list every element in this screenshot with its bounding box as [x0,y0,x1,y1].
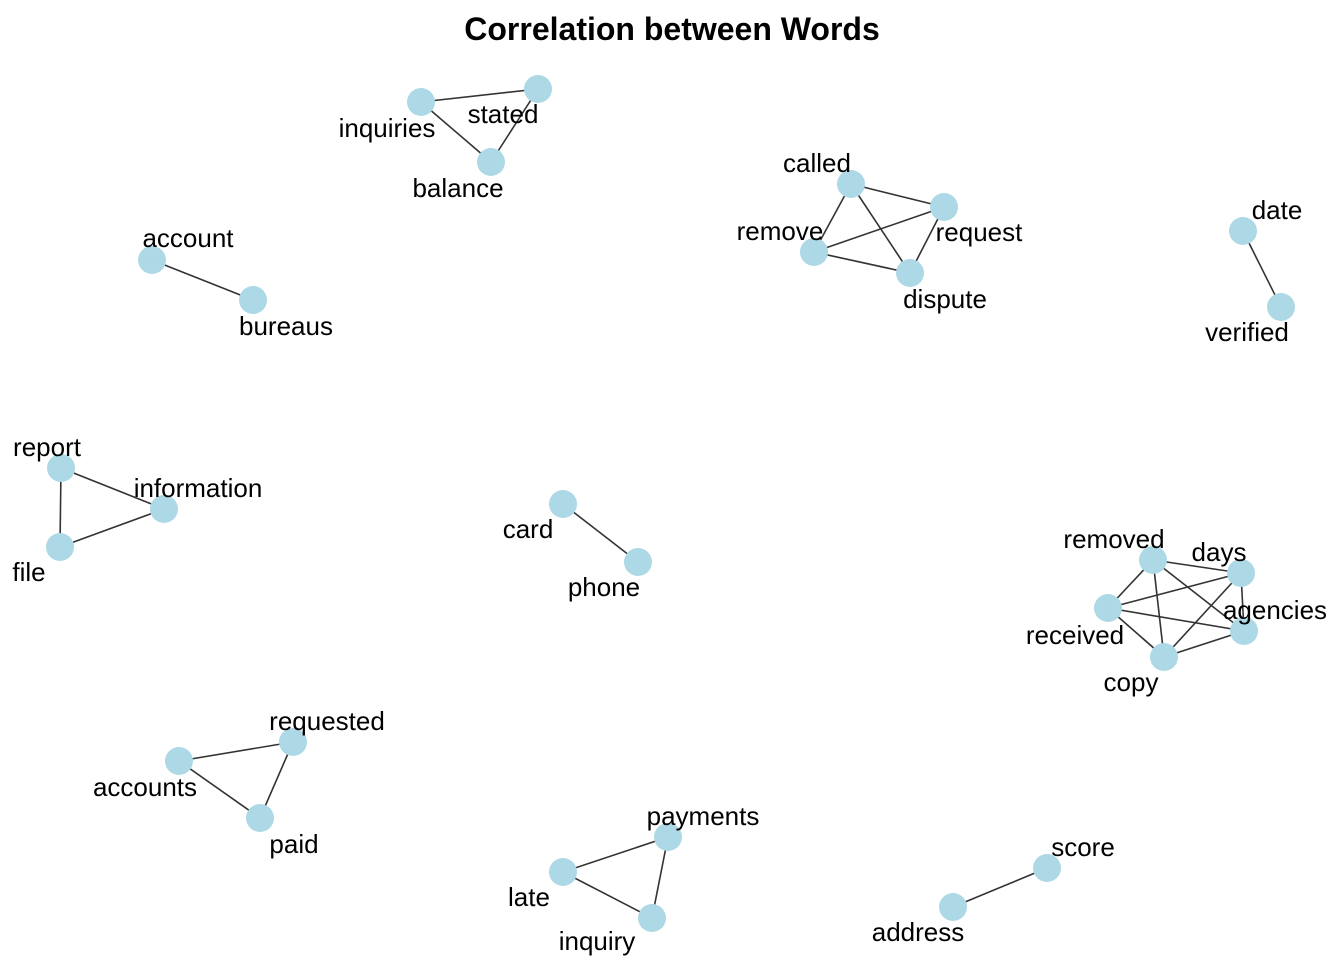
node-inquiry [638,904,666,932]
edge-removed-days [1152,559,1242,574]
node-label-requested: requested [269,706,385,736]
node-label-score: score [1051,832,1115,862]
node-label-information: information [134,473,263,503]
node-label-accounts: accounts [93,772,197,802]
edge-balance-stated [490,88,539,163]
edges-layer [59,88,1282,919]
node-label-removed: removed [1063,524,1164,554]
node-label-card: card [503,514,554,544]
edge-date-verified [1242,230,1282,308]
node-payments [654,823,682,851]
node-label-file: file [12,557,45,587]
edge-card-phone [562,503,639,563]
node-label-stated: stated [468,99,539,129]
node-paid [246,804,274,832]
edge-address-score [952,867,1048,908]
node-label-balance: balance [412,173,503,203]
node-called [837,170,865,198]
edge-received-agencies [1107,607,1245,632]
node-label-days: days [1192,537,1247,567]
node-label-date: date [1252,195,1303,225]
edge-remove-request [813,206,945,253]
chart-title: Correlation between Words [464,11,879,47]
edge-called-request [850,183,945,208]
node-label-received: received [1026,620,1124,650]
node-label-payments: payments [647,801,760,831]
node-received [1094,594,1122,622]
node-removed [1139,546,1167,574]
node-copy [1150,643,1178,671]
node-dispute [896,259,924,287]
node-label-phone: phone [568,572,640,602]
node-label-address: address [872,917,965,947]
node-phone [624,548,652,576]
node-verified [1267,293,1295,321]
node-report [47,454,75,482]
edge-days-received [1107,572,1242,609]
edge-accounts-requested [178,741,294,762]
node-label-inquiry: inquiry [559,926,636,956]
node-file [46,533,74,561]
node-label-remove: remove [737,216,824,246]
edge-removed-agencies [1152,559,1245,632]
node-days [1227,559,1255,587]
node-label-copy: copy [1104,667,1159,697]
edge-days-copy [1163,572,1242,658]
node-inquiries [407,88,435,116]
edge-agencies-copy [1163,630,1245,658]
node-label-dispute: dispute [903,284,987,314]
node-information [150,495,178,523]
node-label-late: late [508,882,550,912]
edge-inquiries-balance [420,101,492,163]
node-label-verified: verified [1205,317,1289,347]
node-agencies [1230,617,1258,645]
node-label-inquiries: inquiries [339,113,436,143]
node-score [1033,854,1061,882]
node-balance [477,148,505,176]
edge-inquiries-stated [420,88,539,103]
edge-late-payments [562,836,669,873]
edge-report-information [60,467,165,510]
node-date [1229,217,1257,245]
node-remove [800,238,828,266]
node-label-agencies: agencies [1223,595,1327,625]
node-requested [279,728,307,756]
edge-account-bureaus [151,259,254,301]
edge-late-inquiry [562,871,653,919]
node-address [939,893,967,921]
edge-file-information [59,508,165,548]
node-bureaus [239,286,267,314]
node-label-bureaus: bureaus [239,311,333,341]
edge-accounts-paid [178,760,261,819]
labels-layer: inquiries stated balance called request remov… [12,99,1327,956]
node-label-called: called [783,148,851,178]
node-account [138,246,166,274]
node-stated [524,75,552,103]
edge-remove-dispute [813,251,911,274]
edge-removed-copy [1152,559,1165,658]
node-accounts [165,747,193,775]
node-request [930,193,958,221]
node-card [549,490,577,518]
nodes-layer [46,75,1295,932]
node-label-report: report [13,432,82,462]
node-late [549,858,577,886]
node-label-account: account [142,223,234,253]
node-label-paid: paid [269,829,318,859]
node-label-request: request [936,217,1023,247]
